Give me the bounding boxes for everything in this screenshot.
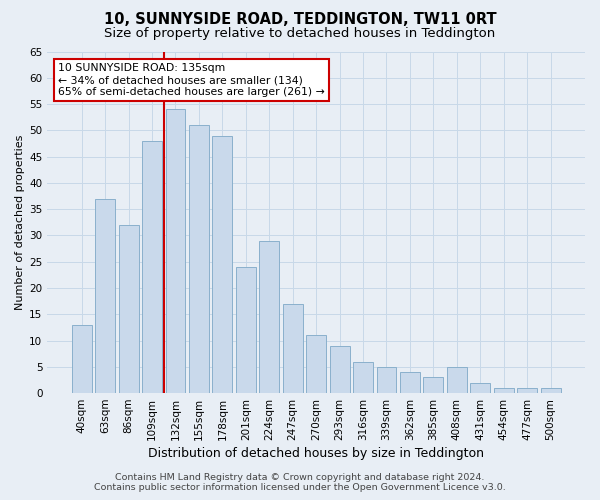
Bar [424, 378, 443, 393]
Bar [72, 325, 92, 393]
Text: 10, SUNNYSIDE ROAD, TEDDINGTON, TW11 0RT: 10, SUNNYSIDE ROAD, TEDDINGTON, TW11 0RT [104, 12, 496, 28]
Bar [212, 136, 232, 393]
Text: 10 SUNNYSIDE ROAD: 135sqm
← 34% of detached houses are smaller (134)
65% of semi: 10 SUNNYSIDE ROAD: 135sqm ← 34% of detac… [58, 64, 325, 96]
Text: Contains HM Land Registry data © Crown copyright and database right 2024.
Contai: Contains HM Land Registry data © Crown c… [94, 473, 506, 492]
Bar [377, 367, 397, 393]
Bar [119, 225, 139, 393]
Bar [259, 240, 279, 393]
Y-axis label: Number of detached properties: Number of detached properties [15, 134, 25, 310]
Bar [470, 382, 490, 393]
X-axis label: Distribution of detached houses by size in Teddington: Distribution of detached houses by size … [148, 447, 484, 460]
Bar [166, 110, 185, 393]
Bar [95, 198, 115, 393]
Bar [189, 125, 209, 393]
Bar [283, 304, 302, 393]
Text: Size of property relative to detached houses in Teddington: Size of property relative to detached ho… [104, 28, 496, 40]
Bar [329, 346, 350, 393]
Bar [306, 336, 326, 393]
Bar [541, 388, 560, 393]
Bar [494, 388, 514, 393]
Bar [400, 372, 420, 393]
Bar [353, 362, 373, 393]
Bar [142, 141, 162, 393]
Bar [517, 388, 537, 393]
Bar [447, 367, 467, 393]
Bar [236, 267, 256, 393]
